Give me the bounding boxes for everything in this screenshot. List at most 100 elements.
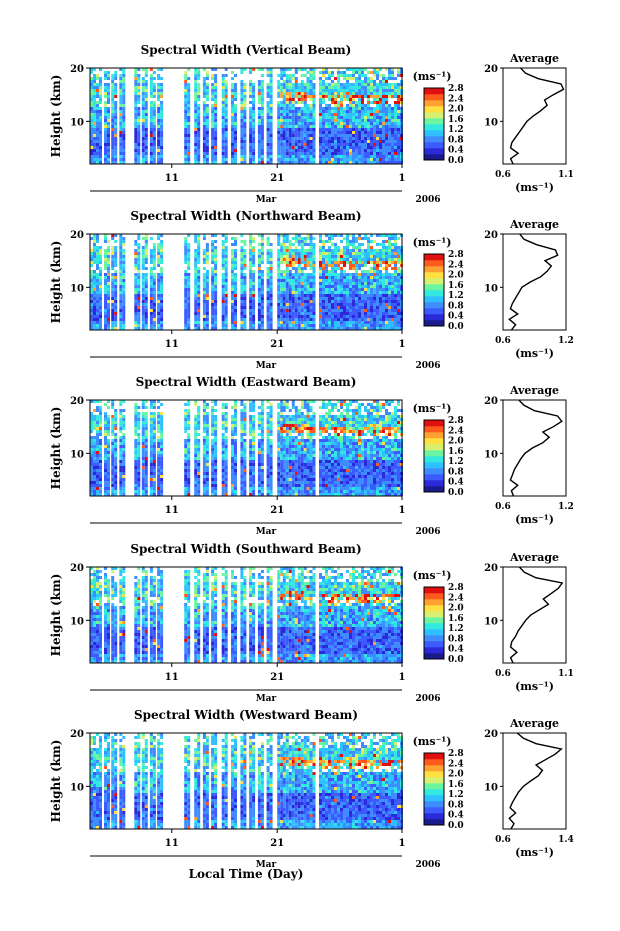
panel-5: Spectral Width (Westward Beam) 10 20 Height…	[49, 708, 574, 870]
colorbar-swatch	[424, 308, 444, 315]
colorbar-swatch	[424, 130, 444, 137]
avg-x-tick-label: 0.6	[495, 336, 511, 346]
panel-title: Spectral Width (Vertical Beam)	[141, 43, 352, 57]
colorbar-tick-label: 1.6	[448, 447, 464, 457]
avg-x-tick-label: 0.6	[495, 170, 511, 180]
avg-x-tick-label: 1.1	[558, 170, 574, 180]
avg-x-unit: (ms⁻¹)	[515, 513, 554, 526]
average-frame	[502, 67, 567, 165]
avg-x-tick-label: 1.2	[558, 502, 574, 512]
x-tick-label: 1	[399, 173, 406, 184]
y-tick-label: 10	[70, 449, 84, 460]
average-frame	[502, 566, 567, 664]
colorbar-tick-label: 2.0	[448, 437, 464, 447]
colorbar-swatch	[424, 599, 444, 606]
colorbar-swatch	[424, 450, 444, 457]
colorbar-swatch	[424, 813, 444, 820]
colorbar-tick-label: 2.0	[448, 271, 464, 281]
average-profile-line	[509, 67, 565, 165]
y-axis-label: Height (km)	[49, 740, 63, 823]
colorbar-swatch	[424, 611, 444, 618]
colorbar-swatch	[424, 296, 444, 303]
colorbar-swatch	[424, 260, 444, 267]
panel-title: Spectral Width (Westward Beam)	[134, 708, 358, 722]
colorbar-tick-label: 1.2	[448, 790, 464, 800]
colorbar-swatch	[424, 795, 444, 802]
colorbar-tick-label: 1.6	[448, 614, 464, 624]
colorbar-swatch	[424, 94, 444, 101]
colorbar-swatch	[424, 623, 444, 630]
colorbar-tick-label: 0.4	[448, 478, 464, 488]
month-label: Mar	[256, 860, 277, 870]
average-frame	[502, 233, 567, 331]
colorbar-tick-label: 2.4	[448, 94, 464, 104]
avg-y-tick-label: 10	[484, 449, 498, 460]
colorbar-tick-label: 0.0	[448, 821, 464, 831]
avg-y-tick-label: 20	[484, 729, 498, 740]
colorbar-unit: (ms⁻¹)	[413, 236, 452, 249]
average-profile: Average 10 20 0.6 1.1 (ms⁻¹)	[484, 52, 574, 194]
colorbar-swatch	[424, 118, 444, 125]
colorbar-swatch	[424, 302, 444, 309]
colorbar-swatch	[424, 320, 444, 327]
colorbar-frame	[423, 419, 445, 493]
avg-y-tick-label: 20	[484, 563, 498, 574]
colorbar-swatch	[424, 124, 444, 131]
colorbar-swatch	[424, 759, 444, 766]
average-profile: Average 10 20 0.6 1.2 (ms⁻¹)	[484, 218, 574, 360]
panel-title: Spectral Width (Southward Beam)	[130, 542, 361, 556]
avg-x-tick-label: 0.6	[495, 669, 511, 679]
colorbar-swatch	[424, 647, 444, 654]
x-tick-label: 1	[399, 672, 406, 683]
colorbar-swatch	[424, 284, 444, 291]
y-tick-label: 20	[70, 563, 84, 574]
average-title: Average	[509, 717, 559, 730]
colorbar-swatch	[424, 635, 444, 642]
colorbar-tick-label: 2.4	[448, 593, 464, 603]
heatmap-frame	[89, 566, 403, 664]
colorbar-tick-label: 0.8	[448, 634, 464, 644]
colorbar-swatch	[424, 420, 444, 427]
colorbar-tick-label: 2.4	[448, 426, 464, 436]
colorbar-tick-label: 0.4	[448, 811, 464, 821]
colorbar-swatch	[424, 266, 444, 273]
panel-title: Spectral Width (Northward Beam)	[130, 209, 361, 223]
avg-y-tick-label: 20	[484, 64, 498, 75]
average-frame	[502, 399, 567, 497]
x-tick-label: 11	[165, 838, 179, 849]
avg-x-tick-label: 1.4	[558, 835, 574, 845]
colorbar-frame	[423, 87, 445, 161]
year-label: 2006	[415, 527, 440, 537]
colorbar-tick-label: 0.8	[448, 301, 464, 311]
y-tick-label: 10	[70, 283, 84, 294]
heatmap-frame	[89, 732, 403, 830]
x-tick-label: 21	[270, 339, 284, 350]
colorbar-swatch	[424, 426, 444, 433]
x-tick-label: 21	[270, 173, 284, 184]
colorbar-swatch	[424, 753, 444, 760]
heatmap-cells	[90, 234, 403, 330]
y-tick-label: 20	[70, 729, 84, 740]
heatmap-cells	[90, 733, 403, 829]
panel-3: Spectral Width (Eastward Beam) 10 20 Height…	[49, 375, 574, 537]
colorbar: (ms⁻¹) 0.00.40.81.21.62.02.42.8	[413, 236, 464, 332]
colorbar-swatch	[424, 154, 444, 161]
colorbar: (ms⁻¹) 0.00.40.81.21.62.02.42.8	[413, 735, 464, 831]
x-tick-label: 11	[165, 505, 179, 516]
colorbar-swatch	[424, 468, 444, 475]
colorbar-swatch	[424, 629, 444, 636]
heatmap-frame	[89, 399, 403, 497]
colorbar-swatch	[424, 771, 444, 778]
colorbar-tick-label: 0.0	[448, 322, 464, 332]
heatmap-cells	[90, 400, 403, 496]
y-axis-label: Height (km)	[49, 407, 63, 490]
x-tick-label: 11	[165, 672, 179, 683]
colorbar-tick-label: 2.0	[448, 770, 464, 780]
average-profile: Average 10 20 0.6 1.4 (ms⁻¹)	[484, 717, 574, 859]
x-tick-label: 1	[399, 505, 406, 516]
colorbar-frame	[423, 586, 445, 660]
panel-4: Spectral Width (Southward Beam) 10 20 Heigh…	[49, 542, 574, 704]
colorbar-tick-label: 1.2	[448, 457, 464, 467]
avg-x-tick-label: 0.6	[495, 502, 511, 512]
